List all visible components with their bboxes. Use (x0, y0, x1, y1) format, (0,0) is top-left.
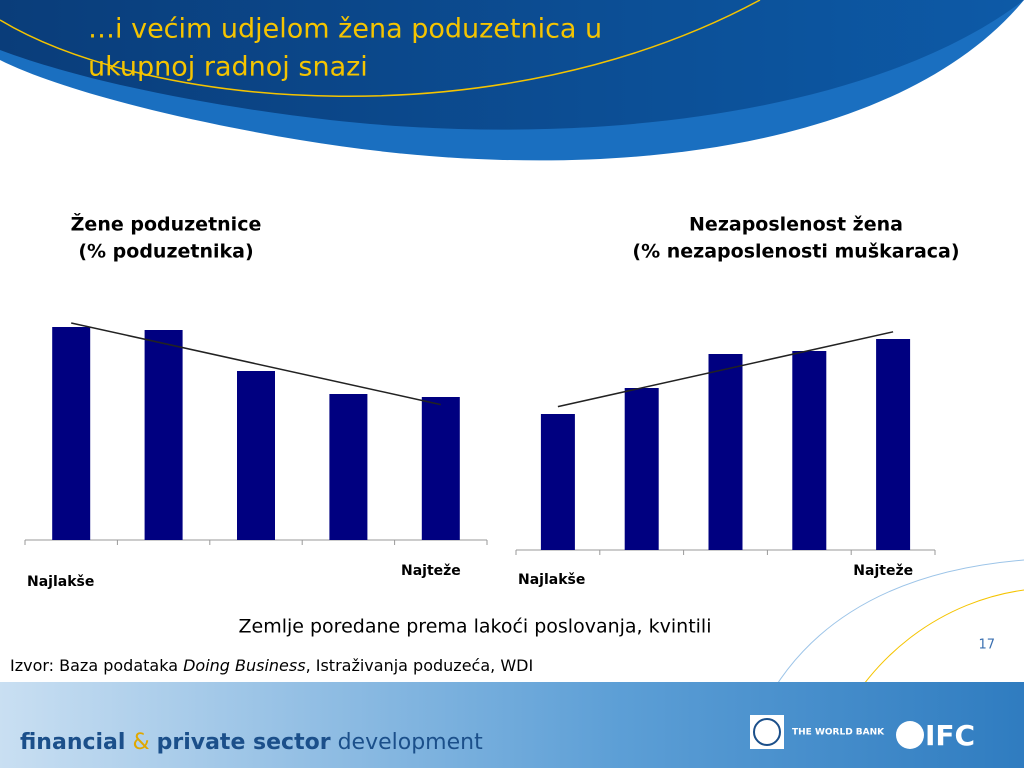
trendline (557, 331, 894, 408)
world-bank-logo (750, 715, 784, 749)
footer-brand: financial & private sector development (20, 730, 483, 755)
x-category-label: Najlakše (27, 574, 94, 590)
chart-title: Žene poduzetnice (71, 213, 262, 236)
x-category-label: Najteže (401, 563, 461, 579)
trendline (71, 322, 441, 406)
bar (144, 330, 183, 540)
source: Izvor: Baza podataka Doing Business, Ist… (10, 656, 533, 675)
x-category-label: Najteže (853, 563, 913, 579)
bar (540, 414, 575, 550)
header-title: …i većim udjelom žena poduzetnica u (88, 14, 602, 45)
page-number: 17 (978, 638, 995, 653)
ifc-logo (896, 721, 924, 749)
ifc-label: IFC (925, 719, 975, 752)
world-bank-logo (753, 718, 781, 746)
bar (52, 327, 91, 540)
bar (792, 351, 827, 550)
header-curve (0, 0, 761, 98)
world-bank-label: THE WORLD BANK (792, 728, 885, 738)
bar (237, 371, 275, 540)
header-title: ukupnoj radnoj snazi (88, 52, 368, 83)
header-swoosh (0, 0, 1024, 130)
bar (708, 354, 743, 550)
caption: Zemlje poredane prema lakoći poslovanja,… (239, 616, 712, 638)
bar (329, 394, 368, 540)
footer-bar (0, 682, 1024, 768)
bar (624, 388, 659, 550)
chart-title: Nezaposlenost žena (689, 214, 903, 236)
bar (876, 339, 911, 550)
x-category-label: Najlakše (518, 572, 585, 588)
chart-subtitle: (% poduzetnika) (78, 241, 253, 263)
chart-subtitle: (% nezaposlenosti muškaraca) (632, 241, 959, 263)
bar (421, 397, 460, 540)
